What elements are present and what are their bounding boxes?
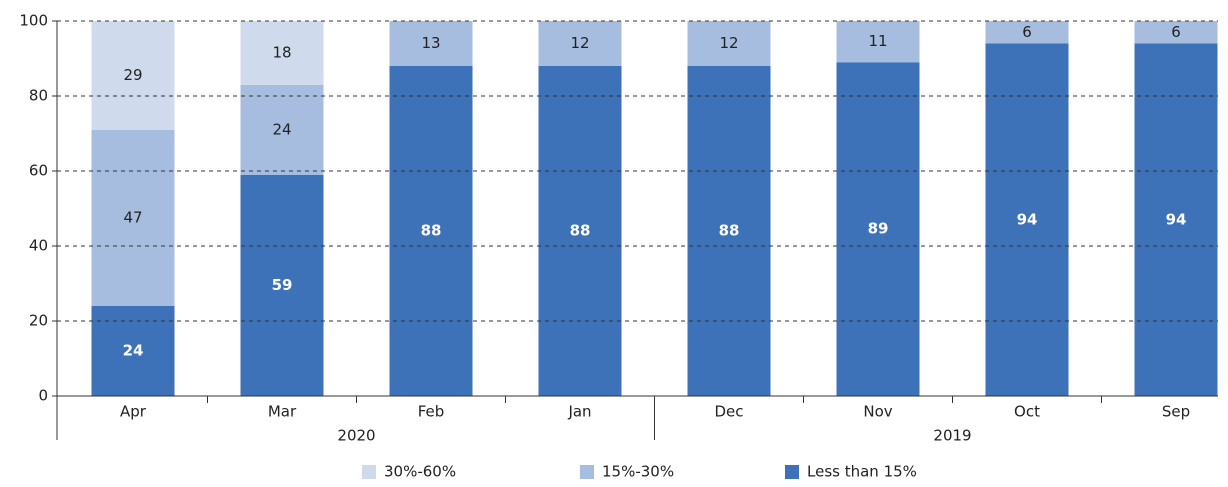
y-tick-label: 40 [29,237,48,255]
x-tick-label: Dec [714,403,743,421]
bar-segment [1134,43,1218,396]
data-label: 94 [1017,210,1038,228]
data-label: 12 [570,34,589,52]
bar-segment [836,21,920,63]
legend-swatch [362,465,376,479]
legend-label: 15%-30% [602,463,674,481]
data-label: 18 [272,43,291,61]
bar-segment [240,84,324,175]
bar-segment [240,21,324,85]
bar-segment [985,43,1069,396]
bar-segment [985,21,1069,44]
data-label: 24 [272,120,291,138]
bar-segment [1134,21,1218,44]
legend-swatch [785,465,799,479]
legend-label: Less than 15% [807,463,917,481]
x-tick-label: Oct [1014,403,1040,421]
data-label: 6 [1171,23,1181,41]
legend-label: 30%-60% [384,463,456,481]
group-label: 2019 [933,427,971,445]
bar-segment [538,66,622,396]
bars [91,21,1218,396]
bar-segment [836,62,920,396]
data-label: 89 [868,220,889,238]
data-label: 6 [1022,23,1032,41]
x-tick-label: Apr [120,403,147,421]
data-label: 88 [570,222,591,240]
bar-segment [389,66,473,396]
data-label: 13 [421,34,440,52]
bar-segment [240,174,324,396]
y-tick-label: 60 [29,162,48,180]
data-label: 29 [123,66,142,84]
group-label: 2020 [337,427,375,445]
data-label: 88 [421,222,442,240]
bar-segment [687,21,771,66]
legend-swatch [580,465,594,479]
x-tick-label: Sep [1162,403,1190,421]
bar-segment [389,21,473,66]
x-tick-label: Feb [418,403,445,421]
data-label: 94 [1166,210,1187,228]
y-tick-label: 20 [29,312,48,330]
y-tick-label: 100 [19,12,48,30]
data-label: 12 [719,34,738,52]
data-label: 88 [719,222,740,240]
bar-segment [91,129,175,306]
x-tick-label: Mar [268,403,297,421]
x-tick-label: Nov [863,403,892,421]
y-tick-label: 80 [29,87,48,105]
data-label: 11 [868,32,887,50]
x-tick-label: Jan [567,403,591,421]
bar-segment [687,66,771,396]
bar-segment [91,21,175,130]
bar-segment [538,21,622,66]
data-label: 47 [123,208,142,226]
y-tick-label: 0 [38,387,48,405]
data-label: 24 [123,342,144,360]
data-label: 59 [272,276,293,294]
